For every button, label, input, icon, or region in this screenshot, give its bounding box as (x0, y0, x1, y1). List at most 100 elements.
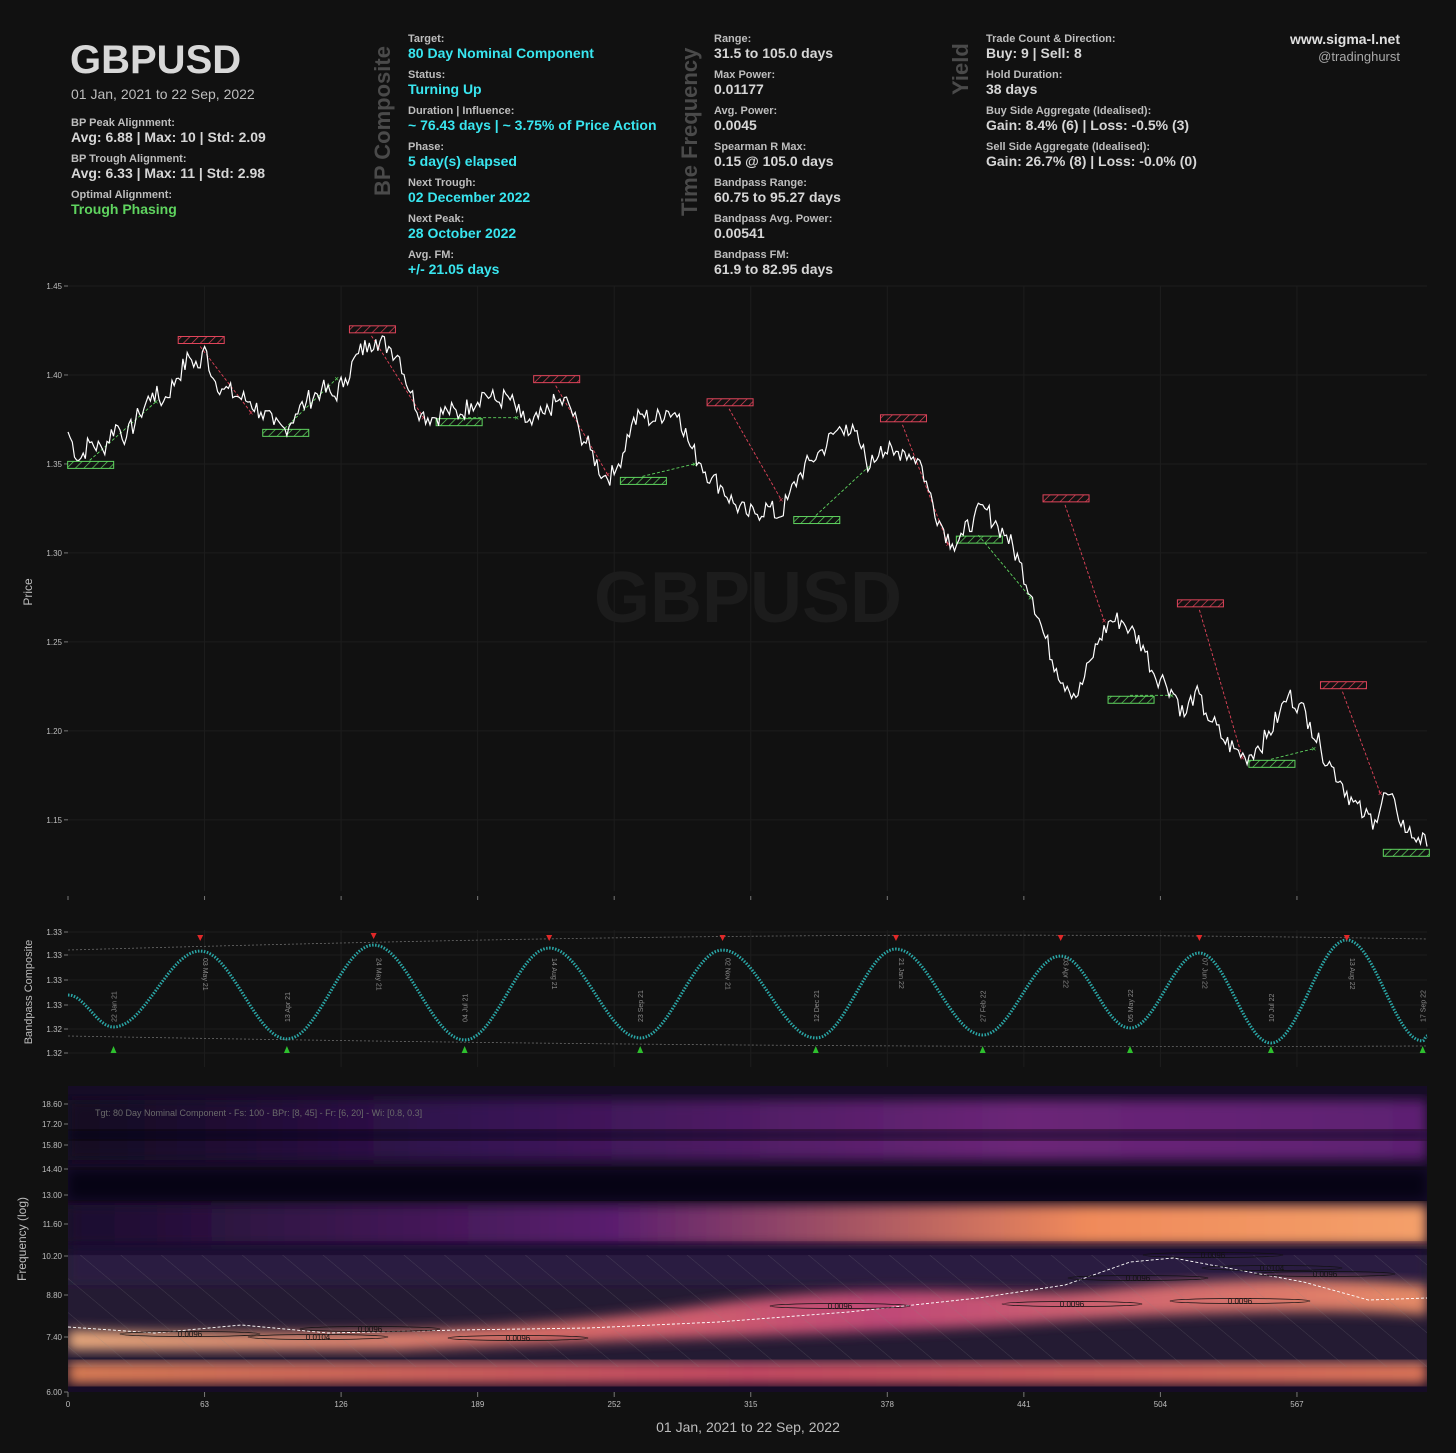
price-ytick-label: 1.15 (46, 816, 62, 825)
phase-label: Phase: (408, 141, 445, 153)
power-contour (769, 1303, 911, 1309)
trough-box (793, 516, 841, 525)
contour-label: 0.0096 (1313, 1270, 1338, 1279)
target-value: 80 Day Nominal Component (408, 45, 594, 61)
trough-marker-icon (1127, 1046, 1134, 1053)
peak-date-label: 02 Nov 21 (724, 958, 731, 990)
trough-projection-line (977, 534, 1031, 598)
peak-box (348, 325, 396, 334)
peak-cross: × (946, 540, 951, 549)
optimal-alignment-label: Optimal Alignment: (71, 189, 173, 201)
peak-marker-icon (370, 933, 377, 939)
power-contour (1001, 1301, 1143, 1307)
twitter-handle[interactable]: @tradinghurst (1318, 49, 1400, 64)
bp-trough-value: Avg: 6.33 | Max: 11 | Std: 2.98 (71, 165, 266, 181)
peak-marker-icon (1057, 935, 1064, 941)
spectrogram-ytick-label: 11.60 (43, 1220, 63, 1229)
power-contour (299, 1326, 441, 1332)
next-peak-label: Next Peak: (408, 213, 465, 225)
target-label: Target: (408, 33, 445, 45)
trough-cross: × (154, 398, 159, 407)
peak-date-label: 13 Aug 22 (1348, 958, 1355, 990)
bandpass-ytick-label: 1.33 (46, 951, 62, 960)
power-contour (247, 1334, 389, 1340)
spectrogram-axis-label: Frequency (log) (15, 1197, 29, 1281)
trough-date-label: 22 Jan 21 (112, 991, 119, 1022)
trough-cross: × (1028, 593, 1033, 602)
trough-cross: × (514, 414, 519, 423)
frequency-block: Range: 31.5 to 105.0 days Max Power: 0.011… (714, 33, 841, 285)
yield-block: Trade Count & Direction: Buy: 9 | Sell: 8… (986, 33, 1197, 177)
bandpass-avg-power-label: Bandpass Avg. Power: (714, 213, 833, 225)
sell-side-value: Gain: 26.7% (8) | Loss: -0.0% (0) (986, 153, 1197, 169)
peak-projection-line (199, 346, 252, 413)
trough-box (1107, 695, 1155, 704)
contour-label: 0.0104 (1260, 1264, 1285, 1273)
bp-peak-label: BP Peak Alignment: (71, 117, 175, 129)
peak-date-label: 21 Jan 22 (897, 958, 904, 989)
max-power-value: 0.01177 (714, 81, 764, 97)
trough-cross: × (1169, 691, 1174, 700)
trough-box (1382, 848, 1430, 857)
peak-projection-line (1064, 504, 1105, 621)
trough-marker-icon (110, 1046, 117, 1053)
peak-date-label: 24 May 21 (375, 958, 382, 991)
spectrogram-ytick-label: 17.20 (42, 1120, 63, 1129)
trough-date-label: 23 Sep 21 (638, 990, 645, 1022)
bandpass-ytick-label: 1.33 (46, 976, 62, 985)
power-contour (1201, 1265, 1343, 1271)
trough-marker-icon (283, 1046, 290, 1053)
hold-duration-label: Hold Duration: (986, 69, 1063, 81)
range-value: 31.5 to 105.0 days (714, 45, 834, 61)
spectrogram-xtick-label: 0 (66, 1400, 71, 1409)
alignment-block: BP Peak Alignment: Avg: 6.88 | Max: 10 | … (71, 117, 266, 225)
bandpass-ytick-label: 1.32 (46, 1025, 62, 1034)
peak-cross: × (1102, 617, 1107, 626)
trough-marker-icon (461, 1046, 468, 1053)
spectrogram-ytick-label: 7.40 (46, 1333, 62, 1342)
spectrogram-ytick-label: 6.00 (46, 1388, 62, 1397)
max-power-label: Max Power: (714, 69, 776, 81)
spectrogram-ytick-label: 15.80 (42, 1141, 63, 1150)
trough-date-label: 12 Dec 21 (814, 990, 821, 1022)
buy-side-label: Buy Side Aggregate (Idealised): (986, 105, 1152, 117)
peak-date-label: 07 Jun 22 (1200, 958, 1207, 989)
peak-cross: × (421, 414, 426, 423)
next-peak-value: 28 October 2022 (408, 225, 517, 241)
spectrogram-annotation: Tgt: 80 Day Nominal Component - Fs: 100 … (95, 1108, 422, 1118)
power-contour (1169, 1298, 1311, 1304)
trough-projection-line (1270, 748, 1314, 760)
bandpass-ytick-label: 1.32 (46, 1049, 62, 1058)
x-axis-title: 01 Jan, 2021 to 22 Sep, 2022 (656, 1419, 840, 1435)
price-ytick-label: 1.30 (46, 549, 62, 558)
spectrogram-ytick-label: 18.60 (42, 1100, 63, 1109)
contour-label: 0.0096 (828, 1302, 853, 1311)
peak-marker-icon (1343, 935, 1350, 941)
trough-date-label: 13 Apr 21 (285, 992, 292, 1022)
trough-date-label: 05 May 22 (1128, 989, 1135, 1022)
power-contour (447, 1335, 589, 1341)
trough-box (1248, 759, 1296, 768)
spectrogram-xtick-label: 504 (1154, 1400, 1168, 1409)
trough-date-label: 10 Jul 22 (1269, 993, 1276, 1022)
trough-date-label: 04 Jul 21 (463, 993, 470, 1022)
sell-side-label: Sell Side Aggregate (Idealised): (986, 141, 1151, 153)
bandpass-avg-power-value: 0.00541 (714, 225, 765, 241)
watermark: GBPUSD (594, 558, 902, 638)
bandpass-panel: Bandpass Composite 1.33 1.33 1.33 1.33 1.32 1… (23, 928, 1428, 1067)
bandpass-fm-value: 61.9 to 82.95 days (714, 261, 834, 277)
spectrogram-xtick-label: 378 (881, 1400, 895, 1409)
trough-box (435, 418, 483, 427)
bandpass-range-value: 60.75 to 95.27 days (714, 189, 841, 205)
range-label: Range: (714, 33, 752, 45)
peak-marker-icon (546, 935, 553, 941)
spectrogram-xtick-label: 441 (1017, 1400, 1031, 1409)
avg-power-label: Avg. Power: (714, 105, 778, 117)
spectrogram-xtick-label: 252 (608, 1400, 622, 1409)
spectrogram-xtick-label: 567 (1290, 1400, 1304, 1409)
website-link[interactable]: www.sigma-l.net (1290, 31, 1400, 47)
peak-box (1319, 681, 1367, 690)
trough-marker-icon (1267, 1046, 1274, 1053)
hold-duration-value: 38 days (986, 81, 1038, 97)
